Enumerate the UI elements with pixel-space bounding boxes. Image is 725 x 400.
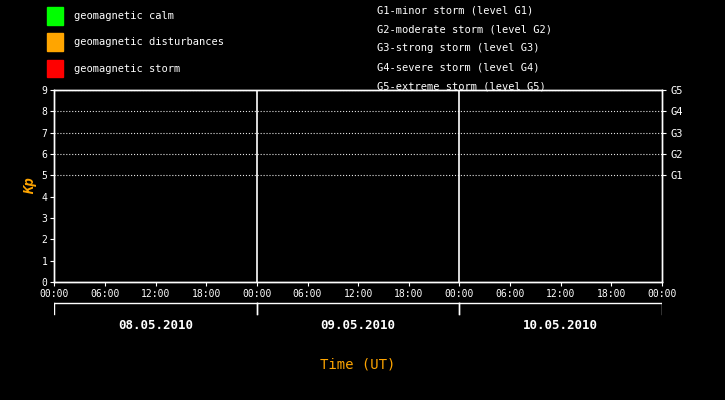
Text: geomagnetic calm: geomagnetic calm	[74, 11, 174, 21]
Text: G2-moderate storm (level G2): G2-moderate storm (level G2)	[377, 24, 552, 34]
Text: G5-extreme storm (level G5): G5-extreme storm (level G5)	[377, 81, 546, 91]
Text: geomagnetic disturbances: geomagnetic disturbances	[74, 37, 224, 47]
Text: geomagnetic storm: geomagnetic storm	[74, 64, 181, 74]
Y-axis label: Kp: Kp	[23, 178, 38, 194]
Text: Time (UT): Time (UT)	[320, 357, 396, 371]
Text: 08.05.2010: 08.05.2010	[118, 319, 193, 332]
Text: 09.05.2010: 09.05.2010	[320, 319, 396, 332]
Bar	[47, 34, 63, 51]
Text: 10.05.2010: 10.05.2010	[523, 319, 598, 332]
Bar	[47, 60, 63, 78]
Bar	[47, 7, 63, 25]
Text: G3-strong storm (level G3): G3-strong storm (level G3)	[377, 43, 539, 53]
Text: G4-severe storm (level G4): G4-severe storm (level G4)	[377, 62, 539, 72]
Text: G1-minor storm (level G1): G1-minor storm (level G1)	[377, 6, 534, 16]
